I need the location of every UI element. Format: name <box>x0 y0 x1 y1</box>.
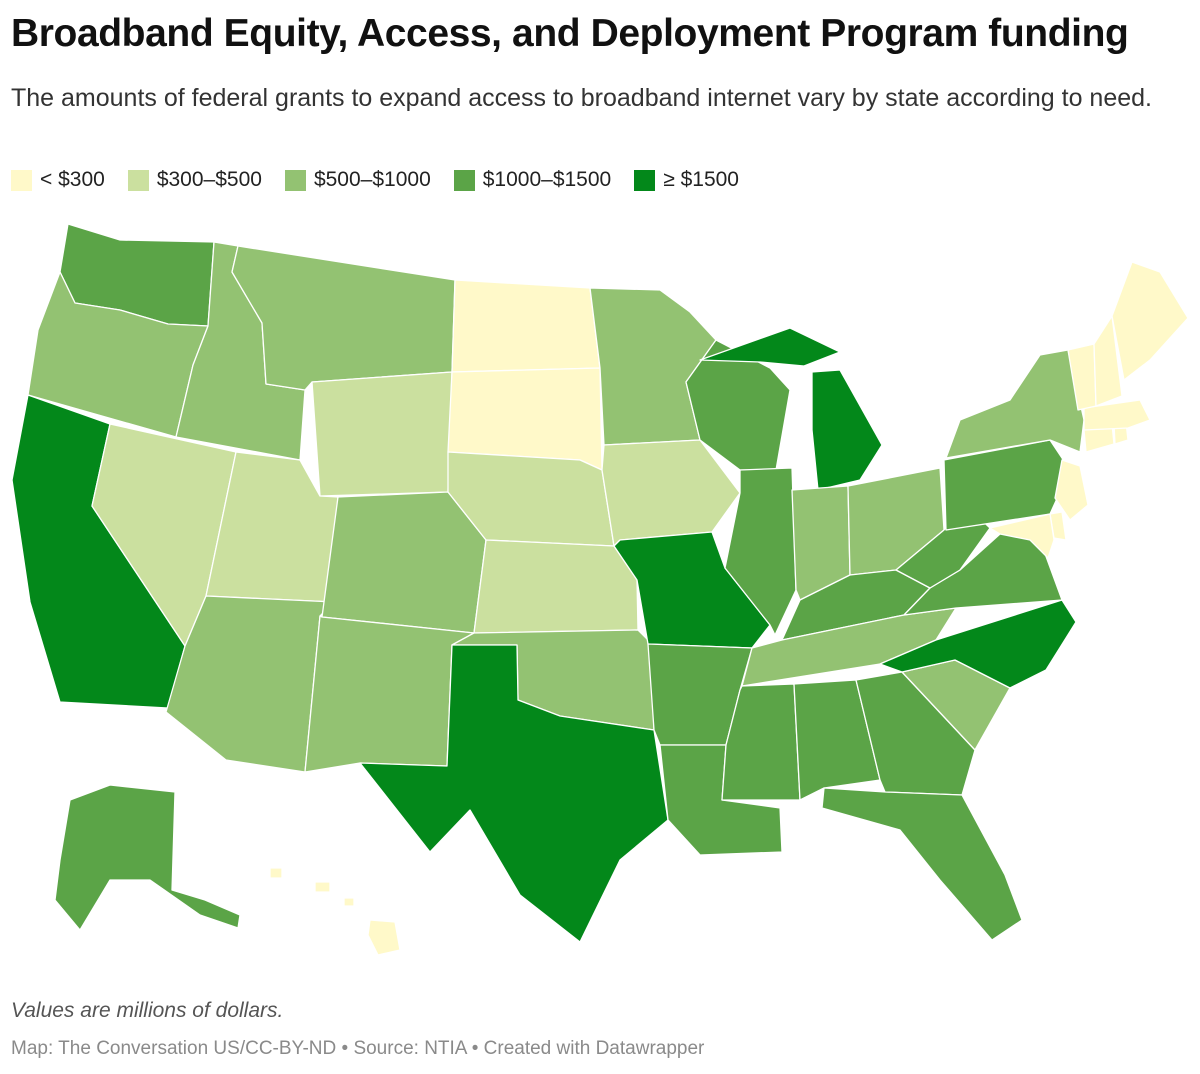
map-notes: Values are millions of dollars. <box>11 999 284 1022</box>
us-choropleth-map <box>11 223 1189 956</box>
state-co[interactable] <box>321 491 487 634</box>
legend-swatch <box>127 169 149 191</box>
legend-item-300-500: $300–$500 <box>127 168 262 192</box>
state-nj[interactable] <box>1054 459 1089 521</box>
legend-swatch <box>11 169 32 191</box>
chart-subtitle: The amounts of federal grants to expand … <box>11 84 1152 112</box>
legend: < $300 $300–$500 $500–$1000 $1000–$1500 … <box>11 168 762 192</box>
state-ks[interactable] <box>473 539 639 634</box>
state-me[interactable] <box>1111 261 1189 381</box>
state-tx[interactable] <box>359 644 669 943</box>
legend-swatch <box>284 169 306 191</box>
state-mt[interactable] <box>231 245 456 391</box>
chart-title: Broadband Equity, Access, and Deployment… <box>11 12 1129 55</box>
state-wy[interactable] <box>311 371 453 497</box>
legend-label: < $300 <box>40 168 105 191</box>
state-nc[interactable] <box>879 599 1077 689</box>
legend-swatch <box>453 169 475 191</box>
legend-item-over-1500: ≥ $1500 <box>634 168 739 192</box>
state-ma[interactable] <box>1083 399 1151 431</box>
legend-label: $1000–$1500 <box>482 168 612 191</box>
source-footer: Map: The Conversation US/CC-BY-ND • Sour… <box>11 1038 705 1059</box>
legend-label: ≥ $1500 <box>663 168 739 191</box>
state-mi[interactable] <box>699 327 883 491</box>
state-fl[interactable] <box>821 787 1023 941</box>
legend-swatch <box>634 169 656 191</box>
legend-label: $500–$1000 <box>313 168 431 191</box>
state-ny[interactable] <box>945 349 1085 459</box>
legend-item-1000-1500: $1000–$1500 <box>453 168 612 192</box>
state-nd[interactable] <box>451 279 601 373</box>
state-nh[interactable] <box>1093 315 1123 407</box>
legend-item-under-300: < $300 <box>11 168 105 192</box>
state-ia[interactable] <box>601 439 741 547</box>
state-hi[interactable] <box>269 867 401 956</box>
state-md[interactable] <box>989 513 1055 559</box>
state-al[interactable] <box>793 679 881 801</box>
legend-item-500-1000: $500–$1000 <box>284 168 431 192</box>
legend-label: $300–$500 <box>156 168 262 191</box>
state-wi[interactable] <box>685 339 791 471</box>
state-ak[interactable] <box>54 784 241 931</box>
state-il[interactable] <box>724 467 797 636</box>
